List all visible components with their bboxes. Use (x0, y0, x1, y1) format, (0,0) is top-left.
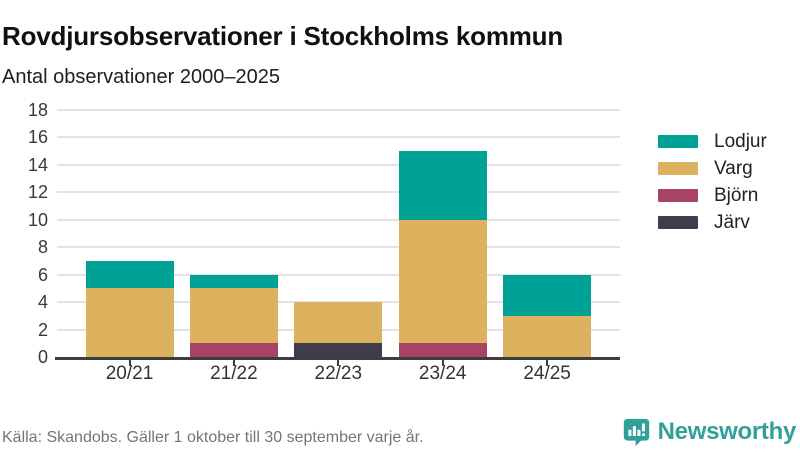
bar-segment-22-23-Järv (294, 343, 383, 357)
bar-segment-24-25-Lodjur (503, 274, 592, 316)
source-note: Källa: Skandobs. Gäller 1 oktober till 3… (2, 429, 424, 446)
bar-segment-24-25-Varg (503, 315, 592, 357)
bar-segment-21-22-Varg (189, 288, 278, 344)
legend-label-Varg: Varg (714, 158, 753, 179)
x-tick-24-25 (546, 360, 549, 366)
gridline-y-16 (57, 136, 620, 139)
legend-label-Järv: Järv (714, 212, 750, 233)
gridline-y-4 (57, 301, 620, 304)
bar-segment-22-23-Varg (294, 302, 383, 344)
legend-swatch-Järv (658, 216, 698, 229)
x-tick-label-22-23: 22/23 (314, 363, 363, 384)
legend-item-Björn: Björn (658, 182, 767, 209)
y-axis-labels: 0 2 4 6 8 10 12 14 16 18 (0, 100, 48, 367)
x-tick-label-24-25: 24/25 (523, 363, 571, 384)
x-axis-line (55, 357, 620, 360)
y-tick-label-6: 6 (37, 264, 48, 285)
legend-swatch-Varg (658, 162, 698, 175)
legend-label-Björn: Björn (714, 185, 759, 206)
chart-title: Rovdjursobservationer i Stockholms kommu… (2, 21, 564, 52)
legend-item-Lodjur: Lodjur (658, 128, 767, 155)
newsworthy-logo: Newsworthy (622, 417, 796, 446)
y-tick-label-16: 16 (27, 127, 48, 148)
gridline-y-10 (57, 218, 620, 221)
chart-subtitle: Antal observationer 2000–2025 (2, 66, 280, 88)
y-tick-label-14: 14 (27, 154, 48, 175)
gridline-y-6 (57, 273, 620, 276)
legend-swatch-Björn (658, 189, 698, 202)
x-tick-22-23 (337, 360, 340, 366)
gridline-y-12 (57, 191, 620, 194)
bar-segment-23-24-Björn (398, 343, 487, 357)
x-tick-23-24 (441, 360, 444, 366)
newsworthy-wordmark: Newsworthy (657, 417, 797, 445)
bar-segment-21-22-Björn (189, 343, 278, 357)
legend-label-Lodjur: Lodjur (714, 131, 767, 152)
x-tick-label-20-21: 20/21 (105, 363, 154, 384)
bar-segment-20-21-Lodjur (85, 260, 174, 289)
y-tick-label-2: 2 (37, 319, 48, 340)
legend-swatch-Lodjur (658, 135, 698, 148)
x-tick-21-22 (232, 360, 235, 366)
x-axis-labels: 20/21 21/22 22/23 23/24 24/25 (57, 363, 620, 387)
legend-item-Varg: Varg (658, 155, 767, 182)
x-tick-20-21 (128, 360, 131, 366)
bar-segment-23-24-Varg (398, 219, 487, 344)
plot-area (55, 109, 620, 366)
legend: Lodjur Varg Björn Järv (658, 128, 767, 236)
y-tick-label-12: 12 (27, 182, 48, 203)
bar-segment-20-21-Varg (85, 288, 174, 357)
x-tick-label-21-22: 21/22 (210, 363, 258, 384)
y-tick-label-0: 0 (37, 347, 48, 367)
bar-segment-23-24-Lodjur (398, 151, 487, 220)
y-tick-label-8: 8 (37, 237, 48, 258)
gridline-y-8 (57, 246, 620, 249)
newsworthy-bubble-chart-icon (622, 417, 651, 446)
gridline-y-18 (57, 109, 620, 111)
bar-segment-21-22-Lodjur (189, 274, 278, 289)
x-tick-label-23-24: 23/24 (418, 363, 467, 384)
gridline-y-14 (57, 163, 620, 166)
legend-item-Järv: Järv (658, 209, 767, 236)
y-tick-label-4: 4 (37, 292, 48, 313)
y-tick-label-10: 10 (27, 209, 48, 230)
y-tick-label-18: 18 (27, 100, 48, 120)
